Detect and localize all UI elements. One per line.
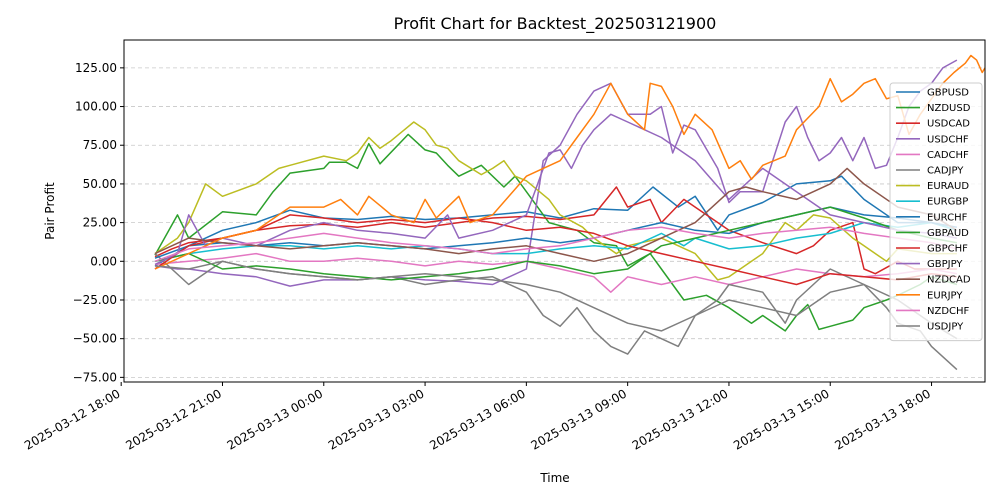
- legend-label-cadchf: CADCHF: [927, 150, 969, 161]
- y-tick-label: 75.00: [83, 138, 117, 152]
- legend-label-eurgbp: EURGBP: [927, 197, 968, 208]
- legend-label-gbpusd: GBPUSD: [927, 88, 969, 99]
- x-tick-label: 2025-03-12 18:00: [22, 386, 123, 452]
- legend-label-gbpaud: GBPAUD: [927, 228, 969, 239]
- x-axis-label: Time: [539, 471, 569, 485]
- x-tick-label: 2025-03-13 03:00: [326, 386, 427, 452]
- y-axis: −75.00 −50.00 −25.00 0.00 25.00 50.00 75.00 100…: [73, 61, 124, 384]
- series-line-usdcad: [154, 186, 957, 275]
- y-tick-label: 0.00: [90, 254, 117, 268]
- legend-label-gbpchf: GBPCHF: [927, 244, 968, 255]
- series-line-cadchf: [154, 252, 958, 293]
- legend-label-eurjpy: EURJPY: [927, 290, 963, 301]
- legend-label-euraud: EURAUD: [927, 181, 969, 192]
- series-line-usdjpy: [154, 260, 958, 340]
- x-tick-label: 2025-03-13 12:00: [630, 386, 731, 452]
- legend-label-nzdcad: NZDCAD: [927, 275, 971, 286]
- series-lines: [154, 54, 986, 371]
- series-line-eurjpy: [154, 54, 986, 270]
- x-tick-label: 2025-03-12 21:00: [123, 386, 224, 452]
- series-line-euraud: [154, 121, 957, 281]
- series-line-nzdcad: [154, 167, 958, 263]
- series-line-eurgbp: [154, 221, 958, 263]
- legend-label-gbpjpy: GBPJPY: [927, 259, 963, 270]
- legend-label-usdcad: USDCAD: [927, 119, 970, 130]
- legend-label-nzdusd: NZDUSD: [927, 103, 971, 114]
- y-axis-label: Pair Profit: [43, 182, 57, 240]
- y-tick-label: −25.00: [73, 293, 117, 307]
- y-tick-label: −50.00: [73, 332, 117, 346]
- x-tick-label: 2025-03-13 09:00: [529, 386, 630, 452]
- legend-box: [889, 82, 983, 342]
- series-line-gbpchf: [154, 214, 957, 286]
- chart-title: Profit Chart for Backtest_202503121900: [394, 14, 717, 34]
- legend-label-usdchf: USDCHF: [927, 134, 969, 145]
- y-tick-label: −75.00: [73, 370, 117, 384]
- series-line-gbpaud: [154, 206, 958, 281]
- series-line-eurchf: [154, 206, 958, 259]
- x-tick-label: 2025-03-13 18:00: [832, 386, 933, 452]
- y-tick-label: 50.00: [83, 177, 117, 191]
- x-axis: 2025-03-12 18:00 2025-03-12 21:00 2025-03-…: [22, 382, 933, 453]
- y-tick-label: 100.00: [75, 100, 117, 114]
- x-tick-label: 2025-03-13 06:00: [427, 386, 528, 452]
- plot-area-frame: [123, 39, 986, 383]
- series-line-nzdchf: [154, 226, 958, 263]
- legend-label-eurchf: EURCHF: [927, 212, 968, 223]
- series-line-nzdusd: [154, 133, 958, 332]
- legend-label-usdjpy: USDJPY: [927, 322, 964, 333]
- legend-label-cadjpy: CADJPY: [927, 166, 964, 177]
- legend-label-nzdchf: NZDCHF: [927, 306, 970, 317]
- x-tick-label: 2025-03-13 15:00: [731, 386, 832, 452]
- y-tick-label: 25.00: [83, 216, 117, 230]
- y-tick-label: 125.00: [75, 61, 117, 75]
- x-tick-label: 2025-03-13 00:00: [225, 386, 326, 452]
- series-line-gbpjpy: [154, 113, 958, 266]
- chart-legend: GBPUSD NZDUSD USDCAD USDCHF CADCHF CADJPY EURA…: [889, 82, 983, 342]
